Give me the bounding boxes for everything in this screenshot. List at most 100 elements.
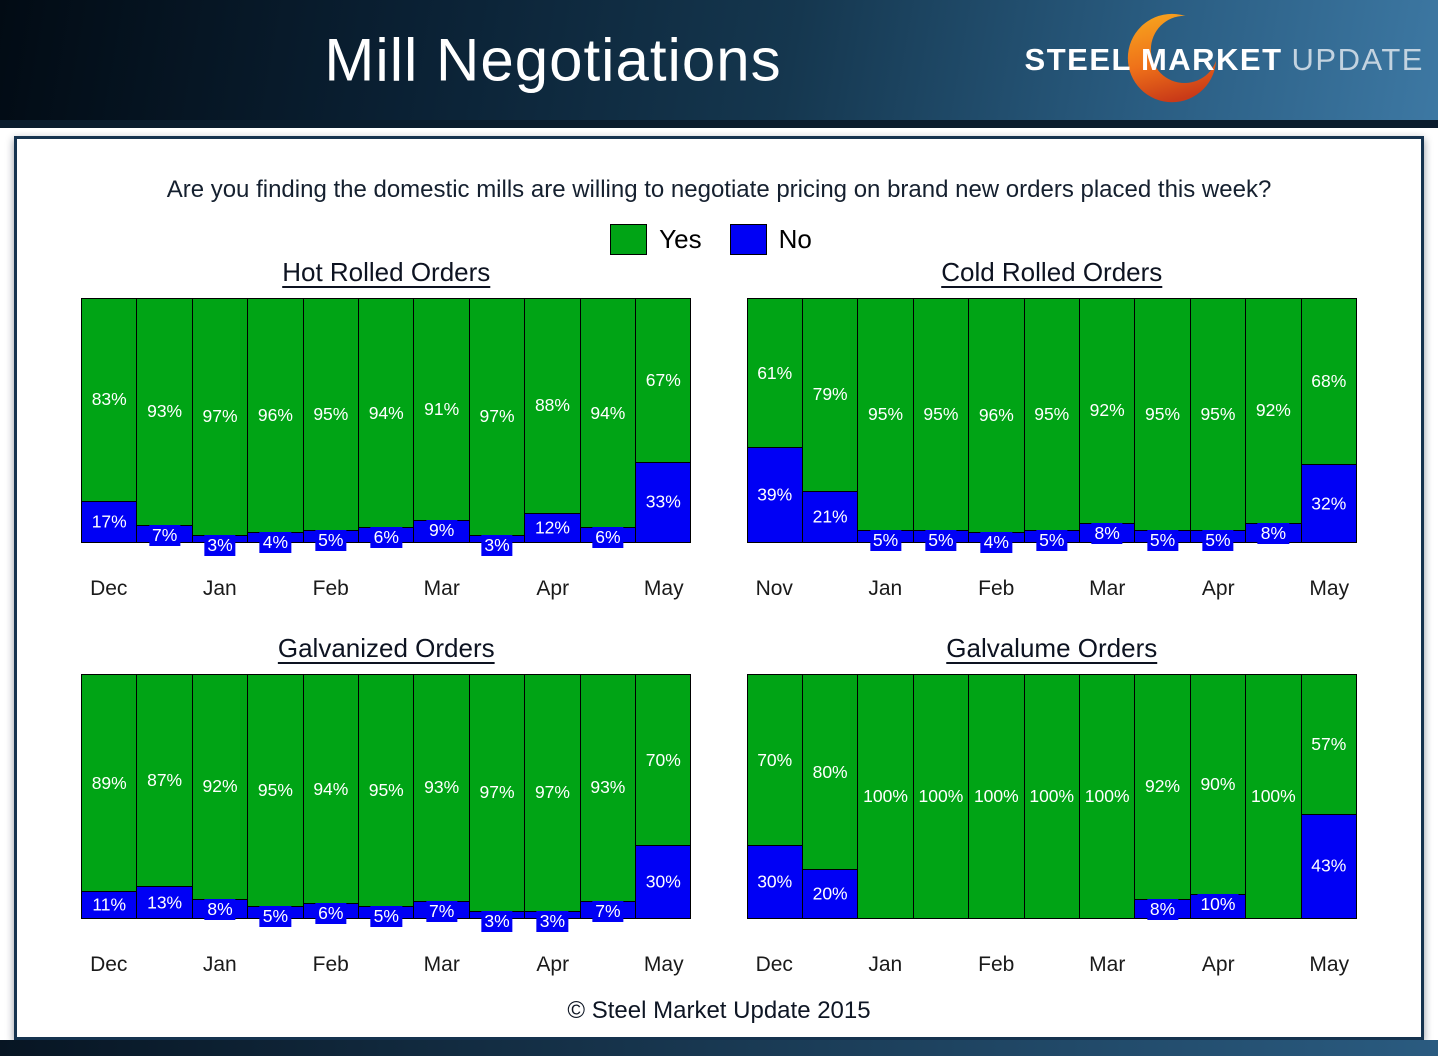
month-label: Feb bbox=[978, 953, 1015, 976]
stacked-bar: 97% 3% bbox=[191, 298, 249, 556]
no-segment: 17% bbox=[82, 500, 137, 542]
no-value-label: 12% bbox=[531, 517, 573, 539]
no-segment: 11% bbox=[82, 891, 137, 918]
month-spacer bbox=[802, 953, 858, 979]
no-value-label: 6% bbox=[370, 527, 402, 549]
month-spacer bbox=[359, 577, 415, 603]
yes-value-label: 95% bbox=[868, 403, 904, 424]
stacked-bar: 95% 5% bbox=[1023, 298, 1080, 551]
yes-value-label: 92% bbox=[1255, 400, 1291, 421]
no-segment: 9% bbox=[414, 520, 469, 542]
stacked-bar: 95% 5% bbox=[857, 298, 914, 551]
stacked-bar: 94% 6% bbox=[302, 674, 360, 925]
no-value-label: 3% bbox=[536, 910, 569, 932]
yes-value-label: 92% bbox=[1145, 776, 1181, 797]
yes-value-label: 94% bbox=[313, 778, 349, 799]
no-value-label: 39% bbox=[754, 484, 796, 506]
yes-segment: 100% bbox=[969, 675, 1024, 918]
stacked-bar: 70% 30% bbox=[746, 674, 803, 919]
chart-title: Hot Rolled Orders bbox=[282, 257, 491, 287]
no-segment: 5% bbox=[1135, 529, 1190, 551]
yes-value-label: 87% bbox=[147, 770, 183, 791]
month-label: Feb bbox=[312, 953, 349, 976]
month-label: Dec bbox=[90, 953, 128, 976]
yes-segment: 88% bbox=[525, 299, 580, 513]
yes-segment: 90% bbox=[1190, 675, 1246, 894]
no-value-label: 8% bbox=[1257, 522, 1290, 544]
yes-value-label: 97% bbox=[479, 782, 515, 803]
no-segment: 10% bbox=[1190, 893, 1246, 918]
month-spacer bbox=[470, 953, 526, 979]
stacked-bar: 83% 17% bbox=[81, 298, 138, 543]
no-segment: 3% bbox=[192, 534, 248, 556]
plot-area: 83% 17% 93% 7% 97% 3% 96% 4% 95% 5% 94% 6% 91% 9% 97% 3… bbox=[81, 298, 692, 556]
plot-area: 89% 11% 87% 13% 92% 8% 95% 5% 94% 6% 95% 5% 93% 7% 97%… bbox=[81, 674, 692, 932]
yes-segment: 93% bbox=[580, 675, 636, 901]
no-segment: 5% bbox=[359, 905, 414, 927]
yes-segment: 95% bbox=[359, 675, 414, 906]
yes-value-label: 70% bbox=[645, 749, 681, 770]
no-value-label: 5% bbox=[1036, 529, 1068, 551]
month-spacer bbox=[137, 953, 193, 979]
plot-area: 61% 39% 79% 21% 95% 5% 95% 5% 96% 4% 95% 5% 92% 8% 95%… bbox=[746, 298, 1358, 554]
yes-value-label: 100% bbox=[973, 786, 1019, 806]
yes-value-label: 97% bbox=[534, 782, 570, 803]
no-value-label: 8% bbox=[204, 898, 236, 920]
no-value-label: 5% bbox=[259, 905, 292, 927]
chart-galvalume: Galvalume Orders 70% 30% 80% 20% 100% 100% 100… bbox=[746, 603, 1358, 979]
yes-segment: 87% bbox=[137, 675, 192, 887]
yes-value-label: 96% bbox=[257, 405, 293, 426]
yes-value-label: 95% bbox=[1034, 403, 1070, 424]
no-segment: 30% bbox=[747, 845, 802, 918]
no-segment: 5% bbox=[913, 529, 969, 551]
no-value-label: 6% bbox=[592, 527, 624, 549]
stacked-bar: 100% bbox=[1023, 674, 1080, 919]
chart-galvanized: Galvanized Orders 89% 11% 87% 13% 92% 8% 95% 5%… bbox=[81, 603, 692, 979]
yes-value-label: 83% bbox=[91, 389, 127, 410]
steel-market-update-logo: STEEL MARKET UPDATE bbox=[1025, 0, 1428, 120]
yes-segment: 97% bbox=[469, 299, 525, 535]
stacked-bar: 67% 33% bbox=[635, 298, 692, 543]
no-value-label: 9% bbox=[425, 520, 458, 542]
month-label: Dec bbox=[755, 953, 793, 976]
month-label: Apr bbox=[536, 953, 570, 976]
stacked-bar: 92% 8% bbox=[1245, 298, 1302, 544]
month-spacer bbox=[1246, 953, 1302, 979]
yes-value-label: 95% bbox=[257, 779, 293, 800]
yes-segment: 70% bbox=[747, 675, 802, 846]
no-value-label: 7% bbox=[592, 900, 624, 922]
month-spacer bbox=[913, 953, 969, 979]
stacked-bar: 89% 11% bbox=[81, 674, 138, 919]
yes-value-label: 95% bbox=[1200, 403, 1236, 424]
month-label: Mar bbox=[423, 953, 460, 976]
no-segment: 6% bbox=[580, 527, 636, 549]
months-row: Dec Jan Feb Mar Apr May bbox=[81, 577, 692, 603]
no-segment: 13% bbox=[137, 886, 192, 918]
yes-value-label: 67% bbox=[645, 369, 681, 390]
yes-value-label: 100% bbox=[1084, 786, 1130, 806]
no-segment: 6% bbox=[359, 527, 414, 549]
yes-segment: 95% bbox=[1024, 299, 1079, 530]
yes-value-label: 95% bbox=[313, 403, 349, 424]
yes-segment: 89% bbox=[82, 675, 137, 892]
no-segment: 4% bbox=[969, 532, 1024, 554]
stacked-bar: 94% 6% bbox=[579, 298, 637, 549]
yes-segment: 92% bbox=[1079, 299, 1135, 523]
month-label: Jan bbox=[202, 577, 237, 600]
yes-segment: 94% bbox=[580, 299, 636, 528]
stacked-bar: 95% 5% bbox=[302, 298, 360, 551]
stacked-bar: 97% 3% bbox=[468, 298, 526, 556]
no-segment: 7% bbox=[414, 900, 469, 922]
no-segment: 5% bbox=[858, 529, 913, 551]
no-segment: 30% bbox=[636, 845, 691, 918]
yes-segment: 70% bbox=[636, 675, 691, 846]
yes-value-label: 80% bbox=[812, 761, 848, 782]
logo-word-market: MARKET bbox=[1140, 42, 1283, 77]
chart-hot-rolled: Hot Rolled Orders 83% 17% 93% 7% 97% 3% 96% 4% 9… bbox=[81, 255, 692, 603]
yes-value-label: 89% bbox=[91, 772, 127, 793]
stacked-bar: 100% bbox=[968, 674, 1025, 919]
month-spacer bbox=[581, 953, 637, 979]
yes-segment: 92% bbox=[1246, 299, 1301, 523]
yes-segment: 79% bbox=[802, 299, 858, 491]
month-label: Apr bbox=[1201, 577, 1235, 600]
